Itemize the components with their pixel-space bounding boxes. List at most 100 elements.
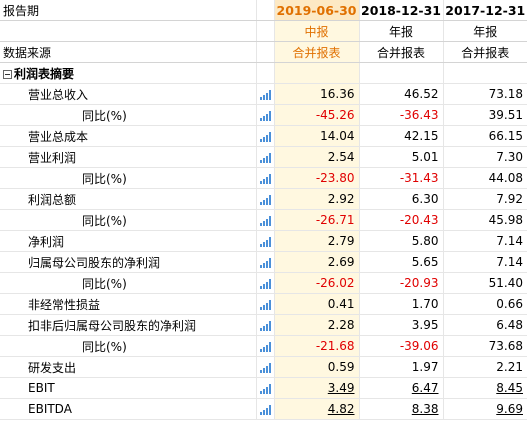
- bar-chart-icon[interactable]: [259, 236, 271, 247]
- value-link[interactable]: 3.49: [327, 381, 355, 395]
- cell-value: 2.28: [273, 314, 359, 336]
- bar-chart-icon[interactable]: [259, 404, 271, 415]
- row-label: 研发支出: [0, 356, 256, 378]
- cell-value: 2.79: [273, 230, 359, 252]
- bar-chart-icon[interactable]: [259, 320, 271, 331]
- row-label: 同比(%): [0, 335, 256, 357]
- row-label: 营业总成本: [0, 125, 256, 147]
- bar-chart-icon[interactable]: [259, 131, 271, 142]
- value-link[interactable]: 8.38: [411, 402, 439, 416]
- cell-value: -20.93: [358, 272, 443, 294]
- cell-value[interactable]: 8.38: [358, 398, 443, 420]
- header-row-source: 数据来源 合并报表 合并报表 合并报表: [0, 41, 527, 63]
- cell-value: -23.80: [273, 167, 359, 189]
- cell-value: 7.92: [442, 188, 527, 210]
- row-label: 非经常性损益: [0, 293, 256, 315]
- cell-value: 73.18: [442, 83, 527, 105]
- source-value: 合并报表: [273, 41, 359, 63]
- table-row: 归属母公司股东的净利润 2.69 5.65 7.14: [0, 251, 527, 273]
- bar-chart-icon[interactable]: [259, 152, 271, 163]
- table-row: EBIT 3.49 6.47 8.45: [0, 377, 527, 399]
- cell-value: 73.68: [442, 335, 527, 357]
- cell-value: 44.08: [442, 167, 527, 189]
- cell-value: 2.54: [273, 146, 359, 168]
- cell-value: 45.98: [442, 209, 527, 231]
- period-header[interactable]: 2017-12-31: [442, 0, 527, 21]
- cell-value[interactable]: 4.82: [273, 398, 359, 420]
- row-label: 营业总收入: [0, 83, 256, 105]
- header-row-period: 报告期 2019-06-30 2018-12-31 2017-12-31: [0, 0, 527, 21]
- cell-value: 1.70: [358, 293, 443, 315]
- source-value: 合并报表: [358, 41, 443, 63]
- table-row: 营业利润 2.54 5.01 7.30: [0, 146, 527, 168]
- cell-value: 5.65: [358, 251, 443, 273]
- value-link[interactable]: 8.45: [496, 381, 523, 395]
- table-row: 同比(%) -45.26 -36.43 39.51: [0, 104, 527, 126]
- cell-value: 14.04: [273, 125, 359, 147]
- cell-value: -45.26: [273, 104, 359, 126]
- collapse-minus-icon[interactable]: [3, 69, 12, 79]
- bar-chart-icon[interactable]: [259, 278, 271, 289]
- cell-value[interactable]: 6.47: [358, 377, 443, 399]
- source-value: 合并报表: [442, 41, 527, 63]
- row-label: 同比(%): [0, 167, 256, 189]
- bar-chart-icon[interactable]: [259, 110, 271, 121]
- period-label: 报告期: [0, 0, 256, 21]
- cell-value: 7.14: [442, 230, 527, 252]
- cell-value: 5.01: [358, 146, 443, 168]
- table-row: 营业总收入 16.36 46.52 73.18: [0, 83, 527, 105]
- table-row: 同比(%) -23.80 -31.43 44.08: [0, 167, 527, 189]
- value-link[interactable]: 4.82: [327, 402, 355, 416]
- report-type: 中报: [273, 20, 359, 42]
- bar-chart-icon[interactable]: [259, 173, 271, 184]
- cell-value: 66.15: [442, 125, 527, 147]
- row-label: 利润总额: [0, 188, 256, 210]
- table-row: 扣非后归属母公司股东的净利润 2.28 3.95 6.48: [0, 314, 527, 336]
- table-row: 同比(%) -26.02 -20.93 51.40: [0, 272, 527, 294]
- table-row: EBITDA 4.82 8.38 9.69: [0, 398, 527, 420]
- cell-value: 16.36: [273, 83, 359, 105]
- cell-value[interactable]: 3.49: [273, 377, 359, 399]
- row-label: EBIT: [0, 377, 256, 399]
- cell-value[interactable]: 8.45: [442, 377, 527, 399]
- row-label: 同比(%): [0, 104, 256, 126]
- bar-chart-icon[interactable]: [259, 89, 271, 100]
- cell-value: 2.21: [442, 356, 527, 378]
- source-label: 数据来源: [0, 41, 256, 63]
- cell-value: 6.30: [358, 188, 443, 210]
- bar-chart-icon[interactable]: [259, 299, 271, 310]
- value-link[interactable]: 9.69: [496, 402, 523, 416]
- cell-value[interactable]: 9.69: [442, 398, 527, 420]
- cell-value: 42.15: [358, 125, 443, 147]
- row-label: 营业利润: [0, 146, 256, 168]
- cell-value: -21.68: [273, 335, 359, 357]
- table-row: 同比(%) -21.68 -39.06 73.68: [0, 335, 527, 357]
- period-header[interactable]: 2018-12-31: [358, 0, 443, 21]
- cell-value: 7.14: [442, 251, 527, 273]
- cell-value: 46.52: [358, 83, 443, 105]
- cell-value: 0.59: [273, 356, 359, 378]
- bar-chart-icon[interactable]: [259, 194, 271, 205]
- cell-value: 5.80: [358, 230, 443, 252]
- bar-chart-icon[interactable]: [259, 341, 271, 352]
- cell-value: 6.48: [442, 314, 527, 336]
- bar-chart-icon[interactable]: [259, 257, 271, 268]
- cell-value: 3.95: [358, 314, 443, 336]
- cell-value: 2.69: [273, 251, 359, 273]
- period-header[interactable]: 2019-06-30: [273, 0, 359, 21]
- bar-chart-icon[interactable]: [259, 383, 271, 394]
- report-type: 年报: [358, 20, 443, 42]
- value-link[interactable]: 6.47: [411, 381, 439, 395]
- bar-chart-icon[interactable]: [259, 362, 271, 373]
- table-row: 非经常性损益 0.41 1.70 0.66: [0, 293, 527, 315]
- cell-value: 7.30: [442, 146, 527, 168]
- bar-chart-icon[interactable]: [259, 215, 271, 226]
- cell-value: -31.43: [358, 167, 443, 189]
- row-label: 扣非后归属母公司股东的净利润: [0, 314, 256, 336]
- row-label: 归属母公司股东的净利润: [0, 251, 256, 273]
- cell-value: -26.02: [273, 272, 359, 294]
- row-label: 同比(%): [0, 272, 256, 294]
- cell-value: 39.51: [442, 104, 527, 126]
- section-row-income-summary[interactable]: 利润表摘要: [0, 62, 527, 84]
